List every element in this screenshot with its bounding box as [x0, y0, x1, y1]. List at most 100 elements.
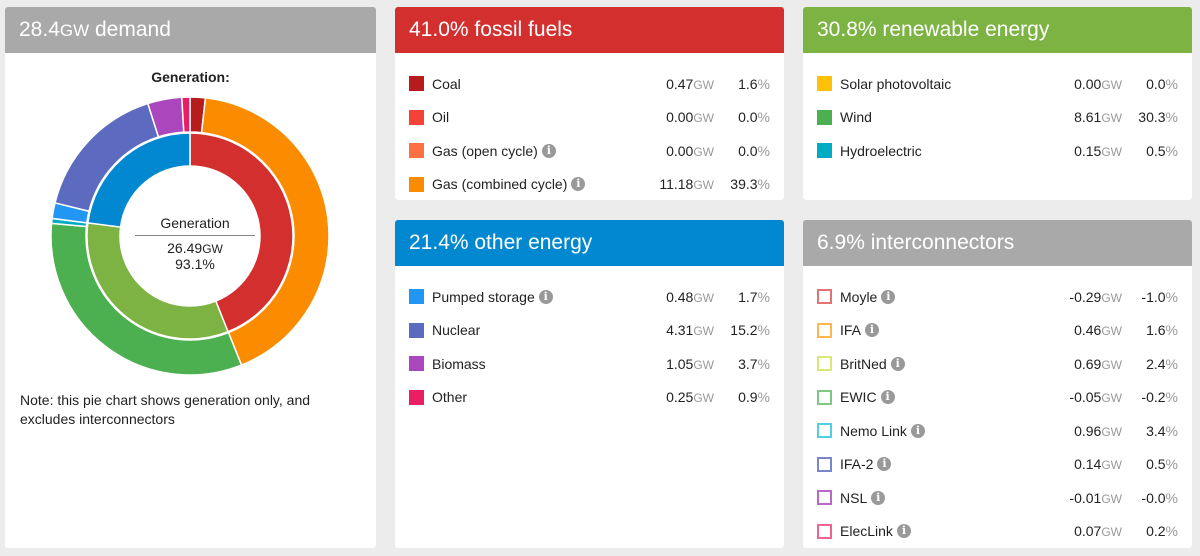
source-pct: 0.0 [738, 142, 758, 159]
legend-swatch [409, 356, 424, 372]
source-name: Coal [432, 75, 461, 92]
other-header: 21.4% other energy [395, 220, 784, 266]
legend-swatch [817, 456, 832, 472]
source-gw: 1.05 [666, 355, 694, 372]
source-gw: 0.07 [1074, 523, 1102, 540]
interconnectors-panel: 6.9% interconnectors Moyle i -0.29GW -1.0… [803, 220, 1192, 548]
outer-slice-other[interactable] [180, 96, 191, 133]
source-pct: 3.7 [738, 355, 758, 372]
legend-swatch [409, 322, 424, 338]
renewable-panel: 30.8% renewable energy Solar photovoltai… [803, 7, 1192, 200]
legend-swatch [409, 76, 424, 92]
gw-unit: GW [693, 77, 714, 92]
info-icon[interactable]: i [541, 143, 556, 158]
inner-slice-other-energy[interactable] [87, 132, 191, 228]
inner-slice-renewable-energy[interactable] [86, 222, 229, 340]
legend-swatch [817, 143, 832, 159]
gw-unit: GW [1101, 290, 1122, 305]
gw-unit: GW [693, 324, 714, 339]
source-name: Other [432, 389, 468, 406]
pct-unit: % [757, 142, 770, 159]
source-gw: 4.31 [666, 322, 694, 339]
gw-unit: GW [1101, 458, 1122, 473]
info-icon[interactable]: i [865, 323, 880, 338]
source-gw: 0.00 [666, 109, 694, 126]
source-row: Gas (open cycle) i 0.00GW 0.0% [395, 134, 784, 168]
source-gw: 0.00 [666, 142, 694, 159]
legend-swatch [817, 322, 832, 338]
gw-unit: GW [1101, 357, 1122, 372]
source-gw: -0.05 [1069, 389, 1102, 406]
source-row: ElecLink i 0.07GW 0.2% [803, 515, 1192, 549]
gw-unit: GW [693, 357, 714, 372]
legend-swatch [409, 289, 424, 305]
pct-unit: % [757, 389, 770, 406]
source-pct: 3.4 [1146, 422, 1166, 439]
outer-slice-gas-combined-cycle-[interactable] [200, 97, 330, 367]
source-name: IFA [840, 322, 862, 339]
source-gw: 0.14 [1074, 456, 1102, 473]
info-icon[interactable]: i [910, 423, 925, 438]
source-gw: 0.15 [1074, 142, 1102, 159]
source-gw: -0.01 [1069, 489, 1102, 506]
source-pct: 15.2 [730, 322, 758, 339]
pct-unit: % [1165, 288, 1178, 305]
info-icon[interactable]: i [890, 356, 905, 371]
source-row: Coal 0.47GW 1.6% [395, 67, 784, 101]
gw-unit: GW [1101, 111, 1122, 126]
gw-unit: GW [693, 178, 714, 193]
pct-unit: % [757, 176, 770, 193]
source-row: Hydroelectric 0.15GW 0.5% [803, 134, 1192, 168]
source-name: NSL [840, 489, 868, 506]
source-name: Nemo Link [840, 422, 907, 439]
source-row: Gas (combined cycle) i 11.18GW 39.3% [395, 168, 784, 201]
source-name: BritNed [840, 355, 887, 372]
demand-header: 28.4GW demand [5, 7, 376, 53]
other-panel: 21.4% other energy Pumped storage i 0.48G… [395, 220, 784, 548]
chart-note: Note: this pie chart shows generation on… [20, 392, 311, 427]
source-row: Nemo Link i 0.96GW 3.4% [803, 414, 1192, 448]
info-icon[interactable]: i [877, 457, 892, 472]
center-gw: 26.49 [167, 240, 203, 256]
source-gw: 8.61 [1074, 109, 1102, 126]
source-pct: 0.9 [738, 389, 758, 406]
chart-title: Generation: [151, 69, 230, 85]
legend-swatch [409, 143, 424, 159]
source-row: Nuclear 4.31GW 15.2% [395, 314, 784, 348]
source-pct: -1.0 [1141, 288, 1166, 305]
source-pct: 39.3 [730, 176, 758, 193]
legend-swatch [817, 289, 832, 305]
pct-unit: % [757, 288, 770, 305]
source-gw: 0.96 [1074, 422, 1102, 439]
center-gw-unit: GW [202, 242, 223, 256]
pct-unit: % [757, 355, 770, 372]
source-gw: 0.25 [666, 389, 694, 406]
gw-unit: GW [1101, 424, 1122, 439]
source-pct: 0.0 [1146, 75, 1166, 92]
center-label: Generation [135, 215, 255, 236]
info-icon[interactable]: i [871, 490, 886, 505]
pct-unit: % [1165, 355, 1178, 372]
pct-unit: % [1165, 523, 1178, 540]
legend-swatch [409, 109, 424, 125]
pct-unit: % [1165, 322, 1178, 339]
inner-slice-fossil-fuels[interactable] [189, 132, 294, 333]
info-icon[interactable]: i [896, 524, 911, 539]
gw-unit: GW [1101, 77, 1122, 92]
info-icon[interactable]: i [538, 289, 553, 304]
info-icon[interactable]: i [571, 177, 586, 192]
gw-unit: GW [1101, 525, 1122, 540]
legend-swatch [817, 356, 832, 372]
source-gw: 0.69 [1074, 355, 1102, 372]
source-row: IFA-2 i 0.14GW 0.5% [803, 448, 1192, 482]
pct-unit: % [757, 75, 770, 92]
source-name: Gas (combined cycle) [432, 176, 568, 193]
legend-swatch [817, 109, 832, 125]
renewable-header: 30.8% renewable energy [803, 7, 1192, 53]
info-icon[interactable]: i [880, 390, 895, 405]
gw-unit: GW [693, 391, 714, 406]
info-icon[interactable]: i [881, 289, 896, 304]
source-row: EWIC i -0.05GW -0.2% [803, 381, 1192, 415]
demand-panel: 28.4GW demand Generation: Generation 26.… [5, 7, 376, 548]
source-name: Hydroelectric [840, 142, 922, 159]
